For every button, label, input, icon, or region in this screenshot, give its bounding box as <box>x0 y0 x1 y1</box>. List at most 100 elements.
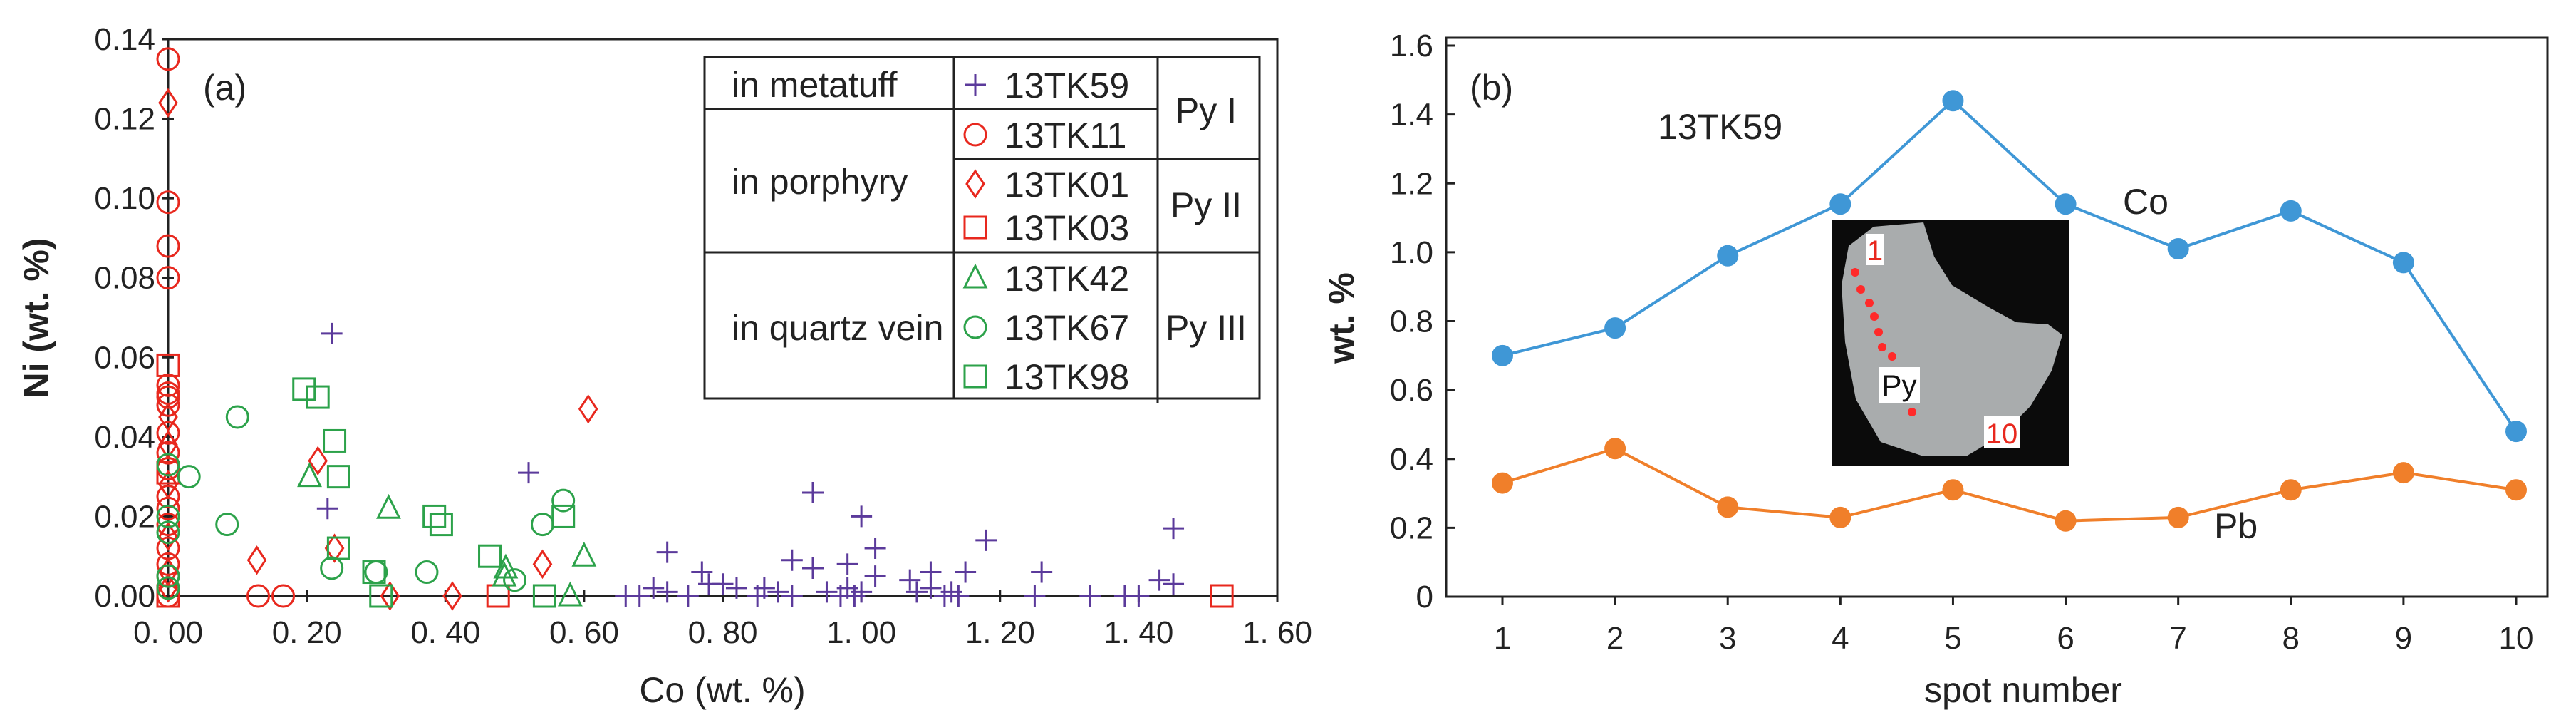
data-point <box>156 576 180 600</box>
x-tick-label-b: 10 <box>2499 621 2534 656</box>
y-tick-label-a: 0.02 <box>94 499 155 534</box>
y-tick-label-b: 1.4 <box>1390 98 1433 133</box>
data-point <box>677 585 699 607</box>
data-point <box>429 513 453 537</box>
legend-marker-13TK11 <box>963 123 987 147</box>
data-point <box>518 462 540 484</box>
data-point <box>2055 193 2077 215</box>
data-point <box>530 513 554 537</box>
x-tick-label-a: 1. 40 <box>1103 615 1173 650</box>
data-point <box>816 581 838 603</box>
plus-marker-icon <box>656 541 678 563</box>
data-point <box>503 568 527 592</box>
data-point <box>643 577 665 599</box>
plus-marker-icon <box>628 585 650 607</box>
data-point <box>156 190 180 215</box>
data-point <box>2280 479 2302 501</box>
data-point <box>156 266 180 290</box>
data-point <box>1492 344 1513 366</box>
series-Co <box>1492 90 2527 443</box>
inset-spot <box>1878 343 1886 351</box>
data-point <box>2392 462 2414 484</box>
panel-label-a: (a) <box>203 68 246 108</box>
series-13TK03 <box>156 353 1234 608</box>
triangle-marker-icon <box>571 541 597 567</box>
plus-marker-icon <box>712 573 734 595</box>
data-point <box>246 545 267 575</box>
data-point <box>532 584 556 608</box>
data-point <box>781 585 803 607</box>
circle-marker-icon <box>156 485 180 509</box>
data-point <box>316 498 338 520</box>
plus-marker-icon <box>1163 518 1185 540</box>
x-tick-label-b: 6 <box>2057 621 2074 656</box>
inset-spot <box>1870 312 1879 321</box>
plus-marker-icon <box>316 498 338 520</box>
square-marker-icon <box>532 584 556 608</box>
data-point <box>321 322 343 344</box>
triangle-marker-icon <box>962 263 988 289</box>
y-tick-label-b: 0 <box>1416 580 1433 614</box>
data-point <box>551 488 576 513</box>
panel-b: (b) 13TK59 spot number wt. % 1 2 3 4 5 6 7 8 9 10… <box>1321 29 2549 710</box>
x-tick-label-b: 9 <box>2395 621 2412 656</box>
data-point <box>326 465 350 489</box>
diamond-marker-icon <box>442 581 462 611</box>
circle-marker-icon <box>225 405 249 429</box>
panel-label-b: (b) <box>1470 68 1513 108</box>
series-13TK01 <box>158 88 598 611</box>
data-point <box>156 504 180 528</box>
inset-spot <box>1888 352 1896 361</box>
inset-spot <box>1865 299 1874 307</box>
data-point <box>1031 561 1053 583</box>
circle-marker-icon <box>177 465 201 489</box>
data-point <box>691 561 713 583</box>
data-point <box>158 573 178 603</box>
plus-marker-icon <box>802 557 824 579</box>
legend-marker-13TK67 <box>963 315 987 339</box>
data-point <box>1163 573 1185 595</box>
legend-sample-label: 13TK11 <box>1004 115 1126 155</box>
data-point <box>656 541 678 563</box>
series-label-pb: Pb <box>2214 506 2258 546</box>
data-point <box>306 385 330 409</box>
x-tick-label-b: 5 <box>1944 621 1961 656</box>
diamond-marker-icon <box>158 573 178 603</box>
data-point <box>225 405 249 429</box>
inset-spot <box>1874 328 1883 336</box>
circle-marker-icon <box>551 488 576 513</box>
diamond-marker-icon <box>246 545 267 575</box>
x-tick-label-b: 8 <box>2282 621 2300 656</box>
data-point <box>551 504 576 528</box>
x-tick-label-a: 0. 00 <box>133 615 203 650</box>
y-tick-label-b: 0.2 <box>1390 510 1433 545</box>
data-point <box>158 470 178 500</box>
data-point <box>1604 317 1626 339</box>
data-point <box>2505 479 2527 501</box>
y-axis-title-b: wt. % <box>1321 272 1361 364</box>
marks-a <box>156 47 1234 611</box>
data-point <box>1942 90 1964 112</box>
data-point <box>156 373 180 397</box>
data-point <box>781 549 803 571</box>
data-point <box>2280 200 2302 222</box>
plus-marker-icon <box>321 322 343 344</box>
sample-title: 13TK59 <box>1658 107 1782 147</box>
data-point <box>156 453 180 477</box>
circle-marker-icon <box>156 421 180 445</box>
plus-marker-icon <box>802 481 824 503</box>
square-marker-icon <box>326 536 350 560</box>
data-point <box>1829 506 1852 528</box>
x-tick-label-b: 7 <box>2169 621 2186 656</box>
legend-group: in metatuff <box>732 65 898 105</box>
data-point <box>156 385 180 409</box>
data-point <box>1079 585 1101 607</box>
data-point <box>2167 506 2189 528</box>
marks-b <box>1492 90 2527 532</box>
inset-label-bg <box>1866 234 1884 265</box>
circle-marker-icon <box>156 373 180 397</box>
circle-marker-icon <box>271 584 296 608</box>
data-point <box>947 585 970 607</box>
